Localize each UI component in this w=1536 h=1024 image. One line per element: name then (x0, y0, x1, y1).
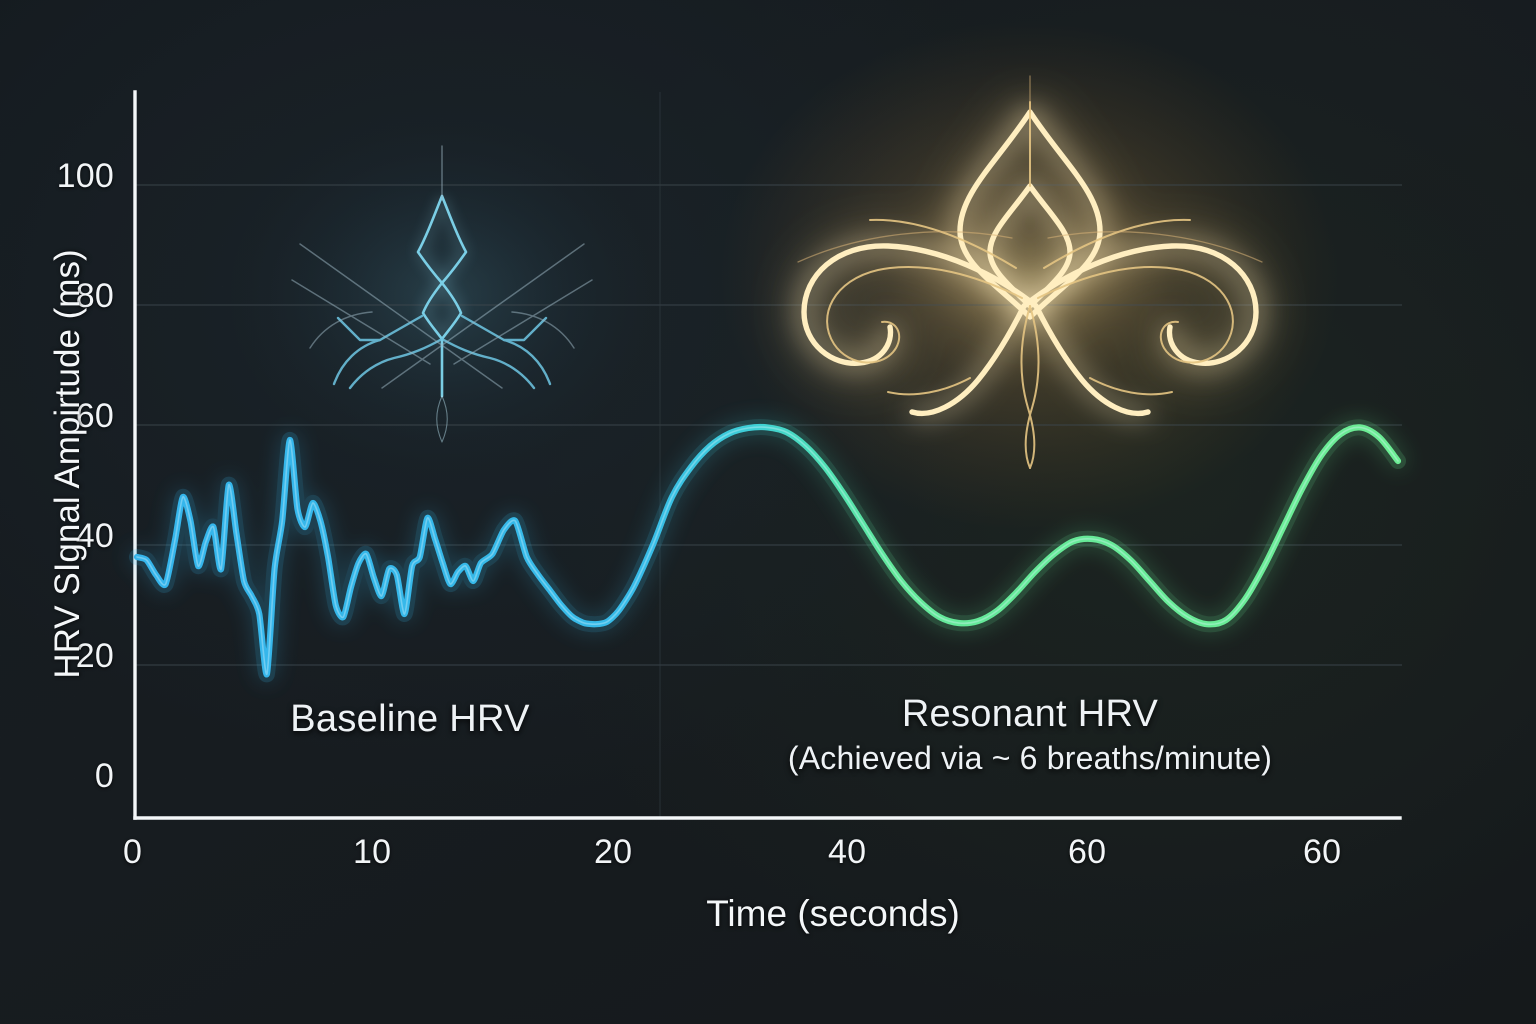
crystal-sigil-icon (291, 145, 593, 443)
y-axis-label: HRV SIgnal Ampirtude (ms) (48, 249, 87, 679)
y-tick-20: 20 (75, 637, 114, 675)
hrv-signal-group (129, 419, 1406, 683)
x-tick-40: 40 (828, 833, 867, 871)
x-tick-0: 0 (123, 833, 143, 871)
hrv-signal-highlight (136, 426, 1399, 675)
gold-halo (720, 20, 1340, 530)
y-tick-80: 80 (75, 277, 114, 315)
hrv-signal-line (133, 423, 1402, 678)
y-tick-0: 0 (94, 757, 114, 795)
annotation-resonant-subtitle: (Achieved via ~ 6 breaths/minute) (787, 740, 1273, 776)
annotation-baseline-title: Baseline HRV (290, 698, 530, 740)
x-tick-60-a: 60 (1068, 833, 1107, 871)
x-tick-60-b: 60 (1303, 833, 1342, 871)
axis-spines (133, 90, 1402, 820)
y-tick-60: 60 (75, 397, 114, 435)
x-tick-20: 20 (594, 833, 633, 871)
golden-flourish-icon (797, 75, 1263, 469)
y-tick-100: 100 (56, 157, 114, 195)
x-axis-label: Time (seconds) (0, 893, 1536, 935)
annotation-resonant-title: Resonant HRV (901, 693, 1159, 735)
annotation-baseline: Baseline HRV (250, 698, 570, 741)
x-axis-label-text: Time (seconds) (706, 893, 960, 934)
x-tick-10: 10 (353, 833, 392, 871)
annotation-resonant: Resonant HRV (Achieved via ~ 6 breaths/m… (740, 693, 1320, 777)
y-tick-40: 40 (75, 517, 114, 555)
